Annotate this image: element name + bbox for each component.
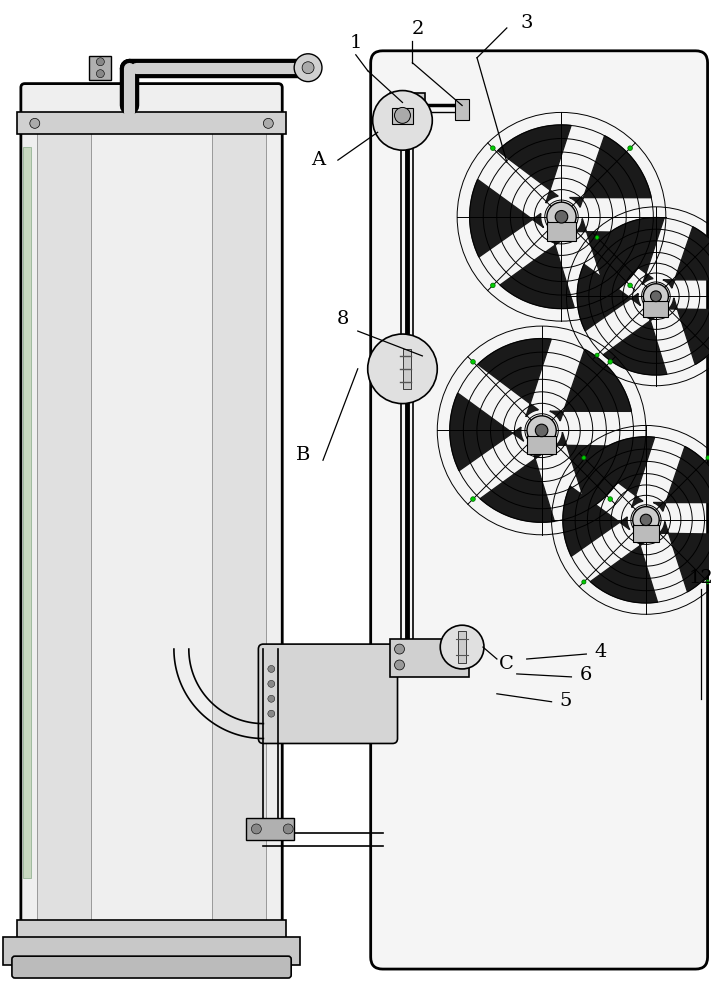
- Circle shape: [595, 353, 599, 357]
- Text: C: C: [499, 655, 514, 673]
- Bar: [89, 56, 111, 80]
- Bar: [643, 301, 668, 317]
- FancyBboxPatch shape: [371, 51, 707, 969]
- Bar: [37, 127, 91, 927]
- Polygon shape: [669, 298, 713, 364]
- Polygon shape: [563, 486, 630, 556]
- Circle shape: [96, 70, 104, 78]
- Circle shape: [582, 456, 586, 460]
- Circle shape: [440, 625, 484, 669]
- Circle shape: [471, 360, 476, 364]
- FancyBboxPatch shape: [21, 84, 282, 971]
- Circle shape: [706, 456, 710, 460]
- Circle shape: [491, 283, 495, 288]
- FancyBboxPatch shape: [12, 956, 291, 978]
- Circle shape: [30, 118, 40, 128]
- Bar: [3, 937, 300, 965]
- Circle shape: [394, 660, 404, 670]
- Bar: [391, 108, 414, 124]
- Text: 4: 4: [594, 643, 607, 661]
- Bar: [527, 436, 556, 454]
- Circle shape: [368, 334, 437, 404]
- Circle shape: [302, 62, 314, 74]
- Circle shape: [373, 91, 432, 150]
- Text: 12: 12: [688, 569, 713, 587]
- Circle shape: [394, 107, 411, 123]
- Circle shape: [394, 644, 404, 654]
- Bar: [458, 631, 466, 663]
- Circle shape: [608, 497, 612, 501]
- Circle shape: [283, 824, 293, 834]
- Circle shape: [252, 824, 262, 834]
- Polygon shape: [653, 447, 713, 511]
- Circle shape: [263, 118, 273, 128]
- Circle shape: [294, 54, 322, 82]
- FancyBboxPatch shape: [258, 644, 398, 743]
- Circle shape: [268, 665, 275, 672]
- Circle shape: [555, 211, 568, 223]
- Bar: [389, 639, 469, 677]
- Text: A: A: [311, 151, 325, 169]
- Text: 5: 5: [560, 692, 572, 710]
- Circle shape: [96, 58, 104, 66]
- Polygon shape: [601, 218, 664, 285]
- Bar: [247, 818, 294, 840]
- Circle shape: [527, 416, 556, 445]
- Polygon shape: [500, 235, 574, 309]
- Polygon shape: [590, 537, 657, 603]
- Polygon shape: [603, 312, 667, 375]
- Text: B: B: [296, 446, 310, 464]
- Bar: [212, 127, 267, 927]
- Bar: [632, 525, 660, 542]
- Circle shape: [628, 146, 632, 150]
- Polygon shape: [478, 339, 551, 417]
- Polygon shape: [576, 219, 652, 296]
- Bar: [17, 112, 286, 134]
- Polygon shape: [498, 125, 571, 203]
- Bar: [455, 99, 469, 120]
- Circle shape: [471, 497, 476, 501]
- Bar: [23, 147, 31, 878]
- Circle shape: [643, 284, 668, 309]
- Circle shape: [535, 424, 548, 437]
- Circle shape: [640, 514, 652, 526]
- Circle shape: [268, 710, 275, 717]
- Polygon shape: [660, 522, 713, 592]
- Circle shape: [268, 680, 275, 687]
- Polygon shape: [663, 227, 713, 288]
- Circle shape: [595, 235, 599, 239]
- Bar: [547, 222, 576, 241]
- Polygon shape: [556, 432, 632, 510]
- Bar: [17, 920, 286, 942]
- Text: 2: 2: [411, 20, 424, 38]
- Bar: [404, 349, 411, 389]
- Polygon shape: [578, 264, 640, 331]
- Circle shape: [268, 695, 275, 702]
- Circle shape: [608, 360, 612, 364]
- Polygon shape: [480, 449, 555, 522]
- Polygon shape: [550, 349, 632, 421]
- Circle shape: [491, 146, 495, 150]
- Polygon shape: [588, 437, 655, 507]
- Polygon shape: [450, 393, 524, 471]
- Circle shape: [632, 507, 660, 533]
- Text: 6: 6: [580, 666, 592, 684]
- Polygon shape: [470, 179, 543, 257]
- Text: 1: 1: [349, 34, 362, 52]
- Circle shape: [582, 580, 586, 584]
- Text: 3: 3: [520, 14, 533, 32]
- Text: 8: 8: [337, 310, 349, 328]
- Circle shape: [628, 283, 632, 288]
- Bar: [389, 93, 426, 120]
- Circle shape: [706, 580, 710, 584]
- Circle shape: [650, 291, 661, 302]
- Polygon shape: [570, 136, 651, 207]
- Circle shape: [547, 202, 576, 231]
